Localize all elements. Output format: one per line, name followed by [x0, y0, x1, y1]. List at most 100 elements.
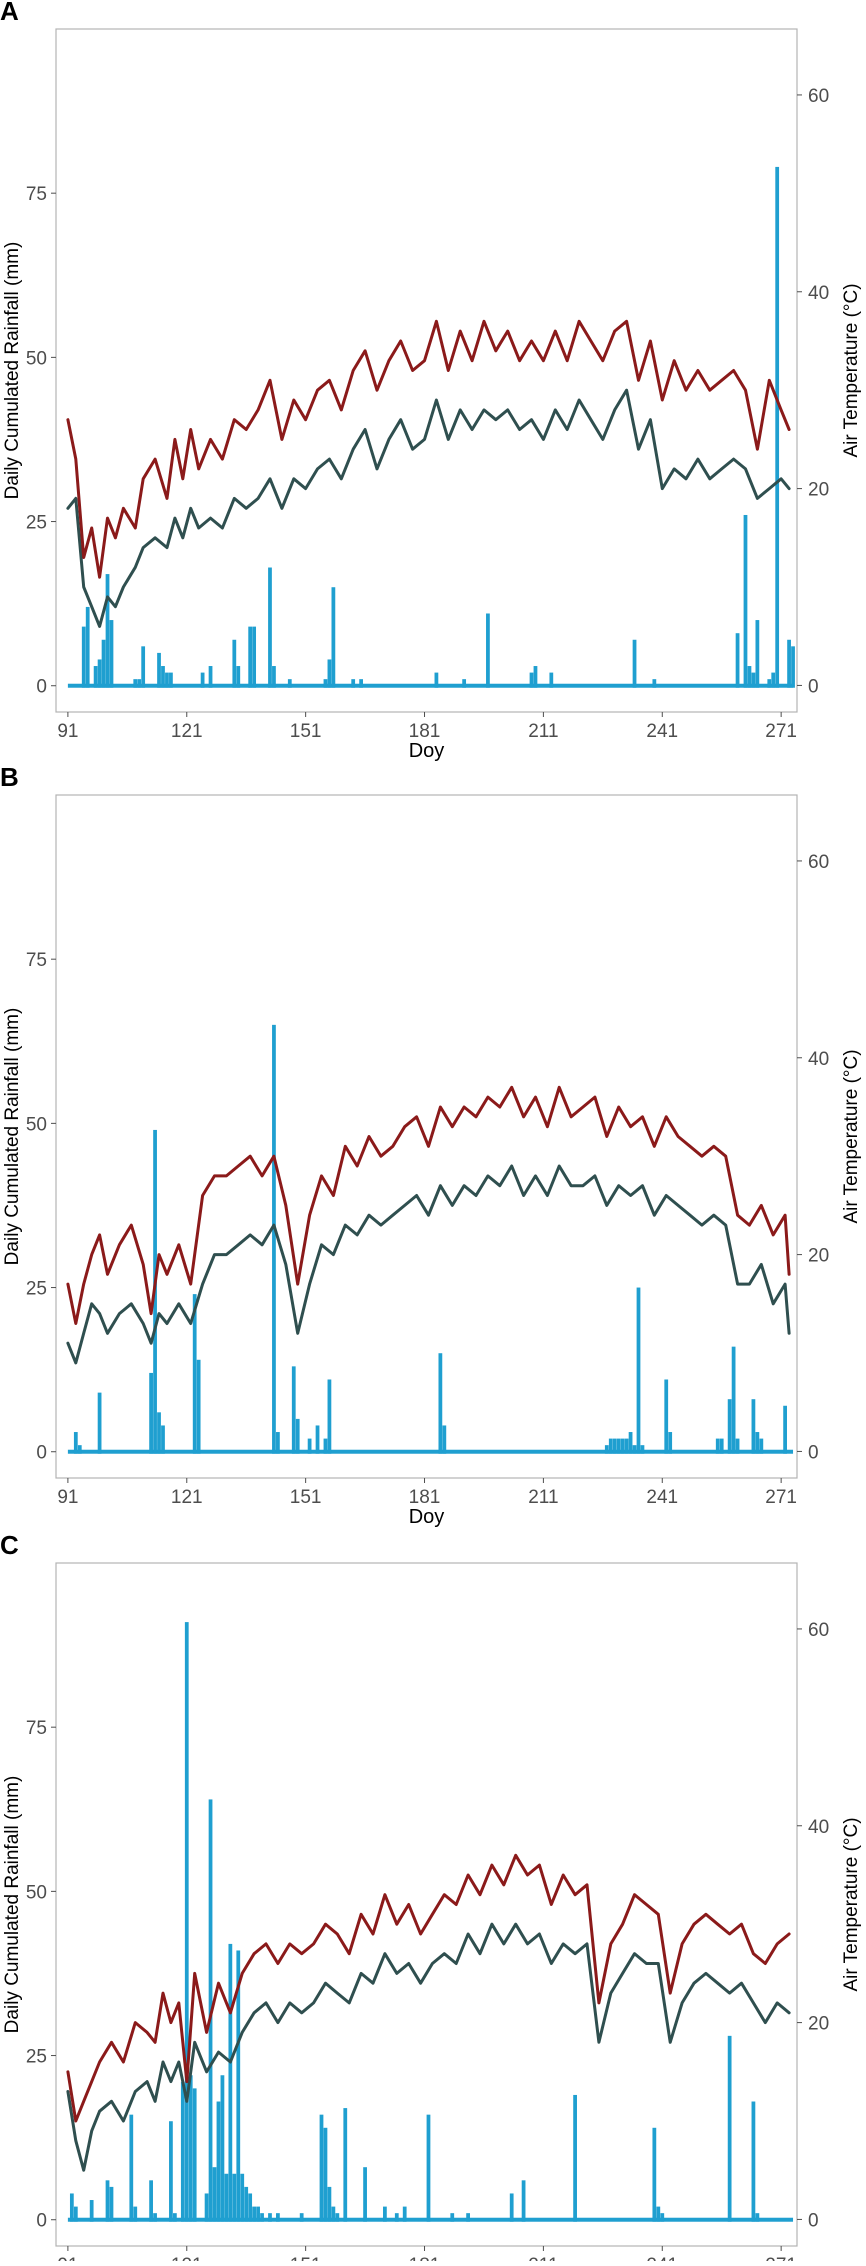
y-tick-label: 0	[36, 677, 47, 698]
rain-bar	[180, 2081, 185, 2222]
rain-bar	[450, 2213, 455, 2222]
x-tick-label: 151	[290, 2255, 322, 2261]
rain-bar	[319, 2114, 324, 2222]
rain-bar	[133, 679, 138, 688]
x-tick-label: 151	[290, 1487, 322, 1508]
rain-bar	[315, 1425, 320, 1454]
rain-bar	[767, 679, 772, 688]
x-tick-label: 241	[646, 2255, 678, 2261]
tmin-line	[66, 1922, 791, 2172]
rain-bar	[620, 1438, 625, 1454]
rain-bar	[291, 1366, 296, 1454]
rain-bar	[81, 626, 86, 688]
rain-bar	[129, 2114, 134, 2222]
rain-bar	[276, 1432, 280, 1454]
rain-bar	[791, 646, 795, 688]
rain-bar	[394, 2213, 399, 2222]
rain-bar	[172, 2213, 177, 2222]
y-axis-title: Daily Cumulated Rainfall (mm)	[2, 1776, 23, 2034]
rain-bar	[307, 1438, 312, 1454]
rain-bar	[363, 2167, 367, 2222]
y-tick-label: 25	[26, 1279, 47, 1300]
rain-bar	[196, 1359, 201, 1454]
rain-bar	[755, 620, 760, 688]
rain-bar	[327, 2186, 332, 2222]
rain-bar	[188, 2075, 193, 2222]
rain-bar	[260, 2213, 264, 2222]
y-axis-title: Daily Cumulated Rainfall (mm)	[2, 242, 23, 500]
rain-bar	[608, 1438, 613, 1454]
y-tick-label: 50	[26, 1882, 47, 1903]
rain-bar	[775, 166, 780, 688]
rain-bar	[161, 1425, 165, 1454]
rain-bar	[783, 1405, 787, 1454]
panel-label: C	[0, 1530, 19, 1560]
rain-bar	[331, 587, 336, 688]
y2-tick-label: 60	[808, 852, 829, 873]
rain-bar	[216, 2101, 221, 2222]
rain-bar	[323, 2127, 328, 2222]
y2-tick-label: 60	[808, 86, 829, 107]
rain-bar	[272, 666, 276, 688]
rain-bar	[69, 2193, 74, 2222]
rain-bar	[323, 1438, 328, 1454]
tmax-line	[66, 1853, 791, 2123]
rain-bar	[109, 2186, 114, 2222]
rain-bar	[212, 2167, 217, 2222]
rain-bar	[77, 1445, 82, 1454]
rain-bar	[295, 1418, 300, 1454]
x-tick-label: 271	[765, 721, 797, 742]
rain-bar	[640, 1445, 645, 1454]
y2-tick-label: 40	[808, 283, 829, 304]
rain-bar	[184, 1622, 189, 2222]
rain-bar	[244, 2186, 249, 2222]
rain-bar	[149, 2180, 153, 2222]
rain-bar	[343, 2108, 348, 2222]
plot-frame	[55, 794, 798, 1479]
rain-bar	[787, 639, 791, 688]
rain-bar	[93, 666, 98, 688]
plot-frame	[55, 28, 798, 713]
rain-bar	[240, 2173, 245, 2222]
y-axis-title: Daily Cumulated Rainfall (mm)	[2, 1008, 23, 1266]
rain-bar	[751, 2101, 756, 2222]
rain-bar	[632, 1445, 637, 1454]
y-tick-label: 50	[26, 1114, 47, 1135]
tmax-line	[66, 319, 791, 579]
rain-bar	[735, 633, 740, 688]
rain-bar	[137, 679, 142, 688]
x-tick-label: 91	[57, 721, 78, 742]
rain-bar	[97, 659, 102, 688]
rain-bar	[747, 666, 752, 688]
x-axis-title: Doy	[409, 740, 445, 762]
rain-bar	[351, 679, 356, 688]
rain-bar	[169, 672, 173, 688]
x-tick-label: 211	[528, 721, 558, 742]
rain-bar	[735, 1438, 740, 1454]
plot-frame	[55, 1562, 798, 2247]
rain-bar	[529, 672, 534, 688]
x-tick-label: 121	[171, 721, 203, 742]
rain-bar	[268, 567, 272, 688]
rain-bar	[486, 613, 490, 688]
rain-bar	[73, 1432, 78, 1454]
tmin-line	[66, 1164, 791, 1365]
rain-bar	[755, 2213, 760, 2222]
rain-bar	[327, 659, 332, 688]
rain-bar	[731, 1346, 736, 1454]
rain-bar	[402, 2206, 407, 2222]
rain-bar	[327, 1379, 332, 1454]
rain-bar	[276, 2213, 280, 2222]
rain-bar	[299, 2213, 304, 2222]
rain-bar	[228, 1943, 233, 2222]
y-tick-label: 75	[26, 950, 47, 971]
y2-tick-label: 20	[808, 2014, 829, 2035]
y2-axis-title: Air Temperature (°C)	[841, 1817, 862, 1991]
rain-bar	[97, 1392, 102, 1454]
y-tick-label: 25	[26, 513, 47, 534]
rain-bar	[220, 2075, 225, 2222]
rain-bar	[442, 1425, 447, 1454]
rain-bar	[628, 1432, 633, 1454]
